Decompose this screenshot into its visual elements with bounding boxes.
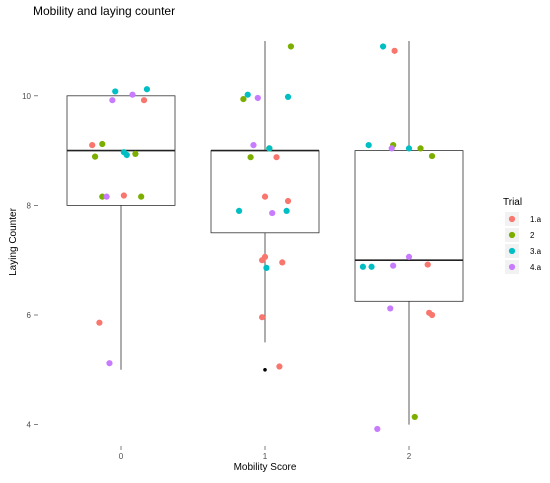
legend-title: Trial [503, 197, 522, 208]
data-point [120, 192, 127, 199]
legend-key [508, 263, 516, 271]
data-point [109, 97, 116, 104]
data-point [259, 314, 266, 321]
data-point [411, 413, 418, 421]
x-axis-title: Mobility Score [234, 462, 297, 473]
legend-label: 2 [530, 231, 535, 240]
data-point [374, 425, 381, 433]
data-point [250, 142, 257, 149]
data-point [284, 93, 292, 100]
data-point [263, 264, 270, 271]
legend-key [508, 215, 516, 223]
x-tick-label: 2 [407, 452, 412, 461]
legend-key [508, 231, 516, 239]
data-point [424, 261, 431, 268]
data-point [391, 47, 398, 54]
data-point [390, 262, 397, 269]
data-point [405, 145, 413, 152]
plot-area [66, 41, 464, 433]
data-point [273, 154, 280, 161]
x-tick-label: 1 [263, 452, 268, 461]
data-point [359, 263, 367, 270]
data-point [261, 193, 269, 200]
data-point [287, 43, 295, 50]
data-point [276, 363, 283, 370]
data-point [89, 142, 96, 149]
data-point [138, 193, 145, 200]
box [354, 150, 464, 302]
y-tick-label: 4 [27, 421, 32, 430]
data-point [387, 305, 394, 312]
y-axis-title: Laying Counter [8, 207, 19, 275]
data-point [247, 154, 254, 161]
data-point [244, 91, 251, 98]
legend-key [508, 247, 516, 255]
data-point [254, 94, 261, 102]
data-point [428, 311, 436, 319]
data-point [269, 209, 276, 217]
y-tick-label: 8 [27, 201, 32, 210]
data-point [129, 91, 136, 98]
data-point [240, 95, 247, 103]
data-point [368, 263, 375, 270]
legend-label: 3.a [530, 247, 542, 256]
data-point [112, 88, 119, 95]
x-tick-label: 0 [119, 452, 124, 461]
data-point [99, 193, 106, 200]
legend-label: 1.a [530, 215, 542, 224]
data-point [266, 145, 273, 152]
data-point [428, 152, 436, 160]
box [210, 150, 320, 234]
outlier-point [263, 368, 267, 372]
data-point [283, 207, 290, 214]
data-point [405, 253, 413, 261]
data-point [284, 197, 292, 205]
data-point [106, 360, 113, 367]
axes: 4 6 8 10 0 1 2 [22, 92, 412, 461]
data-point [96, 319, 103, 326]
data-point [103, 193, 110, 200]
data-point [91, 153, 99, 160]
data-point [143, 86, 151, 93]
data-point [417, 145, 424, 152]
data-point [132, 150, 139, 157]
data-point [388, 145, 395, 152]
y-tick-label: 6 [27, 311, 32, 320]
data-point [235, 207, 243, 214]
data-point [379, 43, 387, 50]
data-point [279, 259, 286, 266]
data-point [261, 253, 269, 261]
legend: Trial 1.a 2 3.a 4.a [503, 197, 542, 274]
data-point [99, 140, 106, 148]
chart-title: Mobility and laying counter [33, 4, 175, 18]
data-point [123, 151, 130, 159]
data-point [365, 142, 372, 149]
legend-label: 4.a [530, 263, 542, 272]
data-point [140, 97, 148, 104]
y-tick-label: 10 [22, 92, 31, 101]
